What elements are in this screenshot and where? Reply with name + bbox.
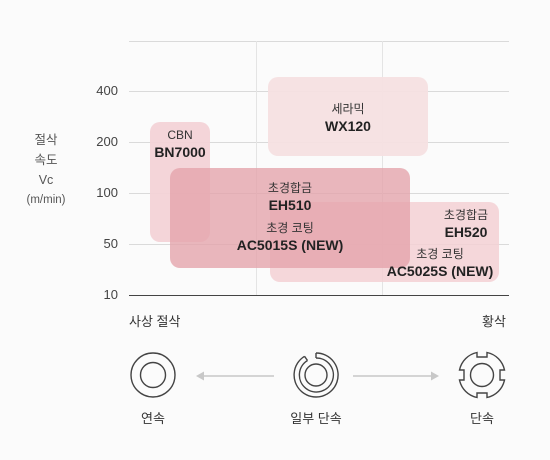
x-axis-right-label: 황삭: [482, 314, 506, 329]
ceramic-category: 세라믹: [331, 102, 365, 116]
interrupted-cut-icon: [458, 351, 506, 399]
cbn-category: CBN: [167, 128, 193, 142]
region-label-ceramic: 세라믹 WX120: [298, 101, 398, 135]
y-axis-title-line-2: 속도: [34, 153, 58, 167]
region-label-eh520: 초경합금 EH520: [426, 207, 506, 241]
y-tick-200: 200: [96, 134, 118, 149]
y-axis-title: 절삭 속도 Vc (m/min): [16, 130, 76, 210]
partial-interrupted-cut-label: 일부 단속: [290, 411, 342, 426]
cbn-grade: BN7000: [154, 144, 206, 160]
x-axis-left-label: 사상 절삭: [129, 314, 181, 329]
interrupted-cut-label: 단속: [470, 411, 494, 426]
eh520-grade: EH520: [444, 224, 488, 240]
gridline-top: [129, 41, 509, 42]
region-eh510: [170, 168, 410, 268]
arrow-left-icon: [196, 371, 274, 381]
region-ceramic: [268, 77, 428, 156]
y-tick-10: 10: [103, 287, 118, 302]
y-tick-400: 400: [96, 83, 118, 98]
ac5025s-grade: AC5025S (NEW): [386, 263, 494, 279]
eh510-category: 초경합금: [267, 181, 313, 195]
x-axis-line: [129, 295, 509, 296]
y-axis-unit: (m/min): [26, 194, 66, 206]
ceramic-grade: WX120: [325, 118, 371, 134]
y-axis-title-line-1: 절삭: [34, 133, 58, 147]
region-label-ac5015s: 초경 코팅 AC5015S (NEW): [225, 220, 355, 254]
region-label-eh510: 초경합금 EH510: [245, 180, 335, 214]
region-label-ac5025s: 초경 코팅 AC5025S (NEW): [375, 246, 505, 280]
region-label-cbn: CBN BN7000: [140, 127, 220, 161]
ac5025s-category: 초경 코팅: [416, 247, 464, 261]
eh520-category: 초경합금: [443, 208, 489, 222]
y-axis-title-line-3: Vc: [38, 173, 54, 187]
continuous-cut-icon: [130, 352, 176, 398]
eh510-grade: EH510: [268, 197, 312, 213]
y-tick-50: 50: [103, 236, 118, 251]
partial-interrupted-cut-icon: [293, 352, 339, 398]
arrow-right-icon: [353, 371, 439, 381]
continuous-cut-label: 연속: [141, 411, 165, 426]
ac5015s-grade: AC5015S (NEW): [236, 237, 344, 253]
ac5015s-category: 초경 코팅: [266, 221, 314, 235]
y-tick-100: 100: [96, 185, 118, 200]
